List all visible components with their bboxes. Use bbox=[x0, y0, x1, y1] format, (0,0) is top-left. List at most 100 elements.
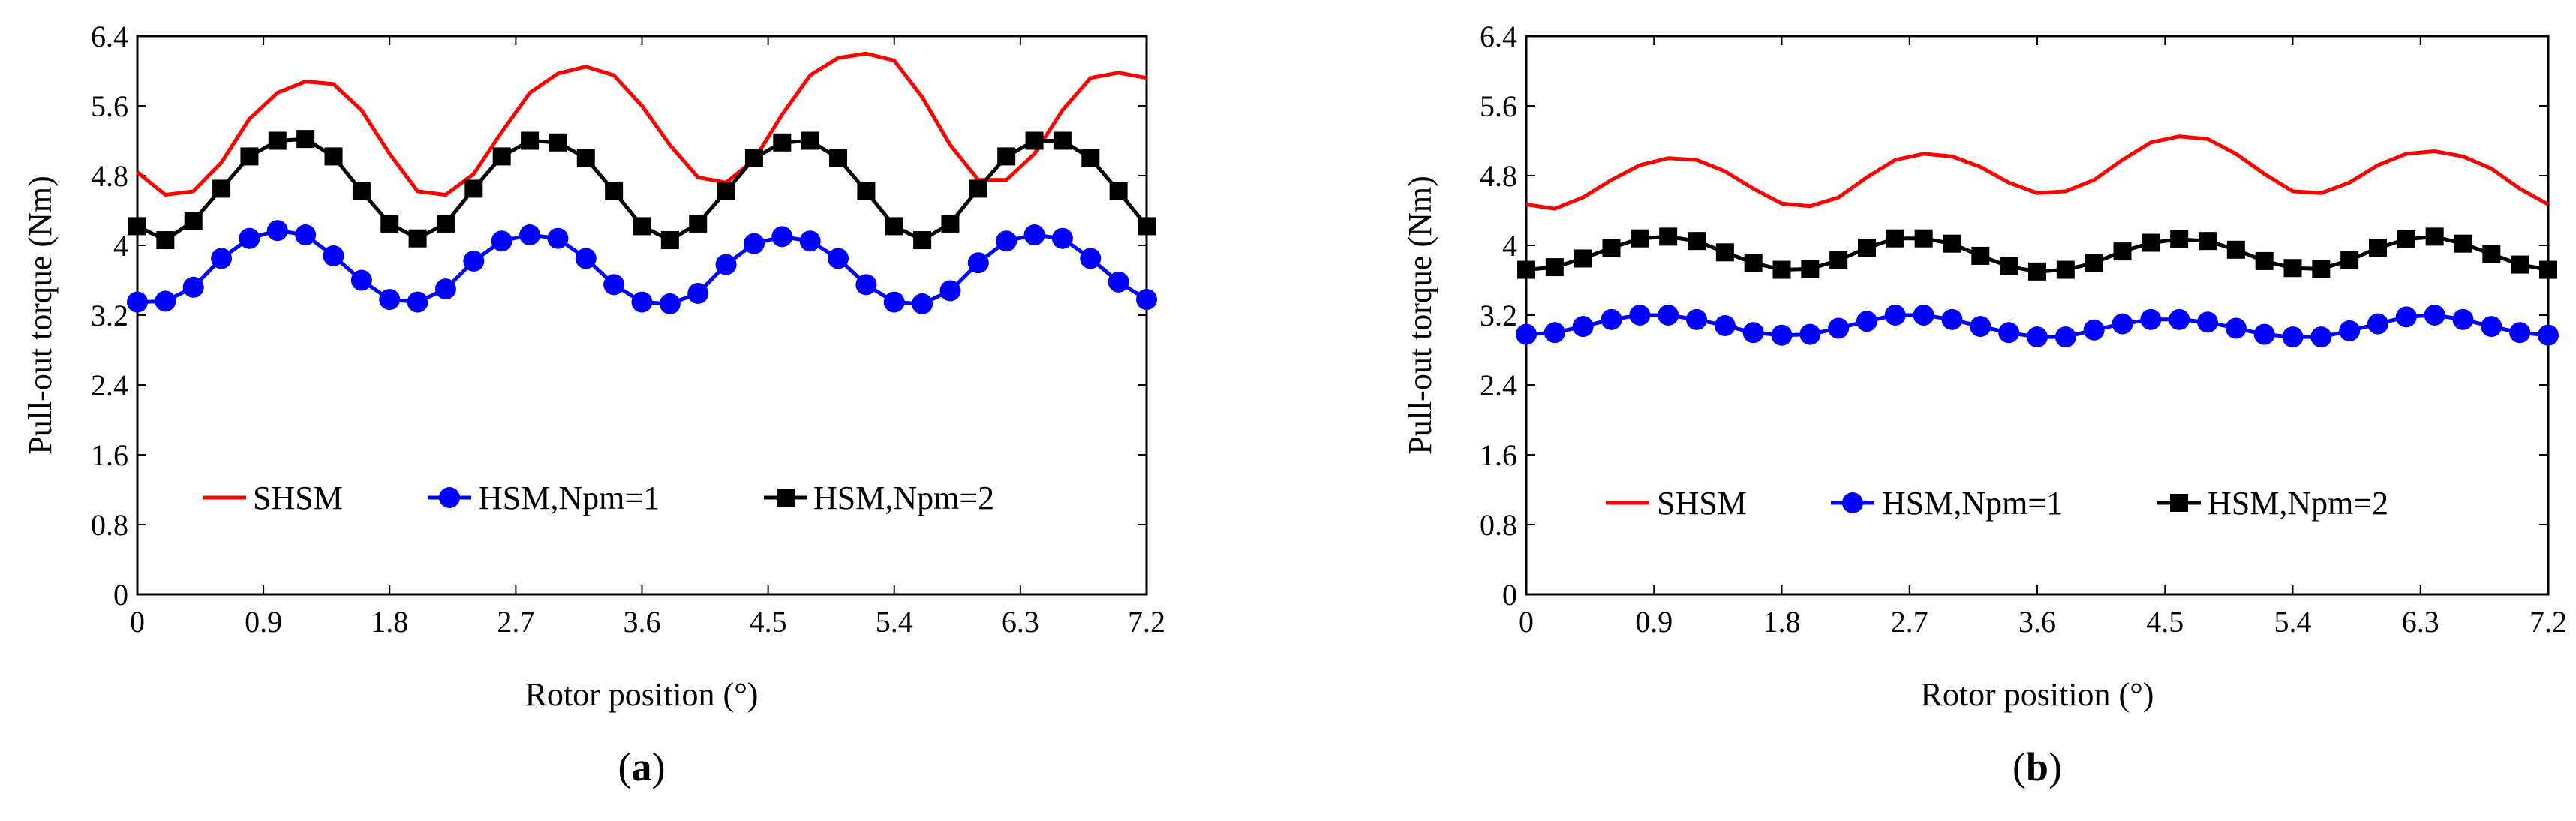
data-point bbox=[2056, 260, 2075, 279]
data-point bbox=[633, 217, 651, 236]
data-point bbox=[689, 214, 708, 233]
data-point bbox=[2511, 255, 2529, 274]
data-point bbox=[128, 217, 146, 236]
x-tick-label: 4.5 bbox=[750, 605, 787, 639]
data-point bbox=[519, 224, 541, 246]
x-tick-label: 4.5 bbox=[2146, 605, 2184, 639]
tick-labels: 0 0.8 1.6 2.4 3.2 4 4.8 5.6 6.4 0 0.9 1.8 2.7 3.6 4.5 5… bbox=[91, 20, 1165, 639]
data-point bbox=[1744, 254, 1763, 272]
data-point bbox=[828, 248, 849, 269]
data-point bbox=[379, 289, 401, 311]
data-point bbox=[1771, 324, 1793, 346]
data-point bbox=[1517, 260, 1535, 279]
legend-item: HSM,Npm=2 bbox=[764, 480, 994, 516]
y-tick-label: 4.8 bbox=[1480, 159, 1517, 193]
data-point bbox=[2199, 232, 2217, 251]
y-axis-label: Pull-out torque (Nm) bbox=[1402, 176, 1438, 455]
data-point bbox=[1799, 323, 1821, 345]
data-point bbox=[407, 291, 428, 313]
series-hsm-npm-2 bbox=[1517, 227, 2557, 281]
legend-label: HSM,Npm=1 bbox=[479, 480, 660, 516]
legend-marker bbox=[1842, 492, 1863, 513]
data-point bbox=[2083, 319, 2105, 341]
data-point bbox=[1970, 316, 1991, 338]
series-line bbox=[1525, 134, 2550, 211]
data-point bbox=[2312, 260, 2331, 278]
data-point bbox=[941, 214, 960, 233]
panel-b: 0 0.8 1.6 2.4 3.2 4 4.8 5.6 6.4 0 0.9 1.8 2.7 3.6 4.5 5… bbox=[1402, 20, 2567, 789]
legend-item: HSM,Npm=1 bbox=[428, 480, 660, 516]
y-tick-label: 3.2 bbox=[91, 299, 128, 332]
data-point bbox=[997, 147, 1016, 166]
data-point bbox=[156, 231, 175, 250]
y-tick-label: 2.4 bbox=[1480, 368, 1517, 402]
data-point bbox=[2397, 230, 2415, 248]
data-point bbox=[2142, 233, 2160, 252]
x-tick-label: 2.7 bbox=[497, 605, 534, 639]
data-point bbox=[913, 231, 932, 250]
data-point bbox=[1081, 149, 1100, 167]
data-point bbox=[1884, 305, 1906, 326]
data-point bbox=[1602, 239, 1621, 257]
series-layer bbox=[1516, 134, 2559, 348]
data-point bbox=[2140, 308, 2162, 330]
data-point bbox=[2027, 326, 2048, 348]
gridlines bbox=[1525, 35, 2549, 595]
data-point bbox=[773, 133, 792, 152]
data-point bbox=[155, 290, 176, 312]
data-point bbox=[323, 245, 344, 266]
data-point bbox=[575, 248, 597, 269]
data-point bbox=[1080, 248, 1102, 269]
data-point bbox=[883, 291, 905, 313]
y-tick-label: 5.6 bbox=[91, 89, 128, 123]
data-point bbox=[1688, 232, 1706, 251]
data-point bbox=[1025, 131, 1044, 150]
data-point bbox=[2481, 316, 2502, 338]
series-shsm bbox=[1525, 134, 2550, 211]
x-axis-label: Rotor position (°) bbox=[1921, 676, 2154, 713]
x-tick-label: 0 bbox=[1519, 605, 1534, 639]
data-point bbox=[212, 179, 231, 198]
data-point bbox=[1574, 249, 1592, 268]
data-point bbox=[184, 212, 203, 230]
data-point bbox=[744, 149, 763, 167]
data-point bbox=[1545, 258, 1564, 277]
x-tick-label: 6.3 bbox=[2402, 605, 2439, 639]
data-point bbox=[2054, 326, 2076, 348]
data-point bbox=[464, 179, 483, 198]
panel-label: (b) bbox=[2012, 744, 2062, 789]
y-tick-label: 0 bbox=[113, 578, 128, 612]
data-point bbox=[801, 131, 819, 150]
data-point bbox=[295, 224, 317, 246]
data-point bbox=[687, 282, 709, 304]
panel-label: (a) bbox=[618, 744, 666, 789]
y-tick-label: 4 bbox=[1502, 229, 1517, 263]
data-point bbox=[1601, 308, 1622, 330]
data-point bbox=[352, 182, 371, 200]
data-point bbox=[576, 149, 595, 167]
data-point bbox=[1108, 271, 1129, 293]
legend-marker bbox=[2170, 494, 2188, 512]
data-point bbox=[1714, 314, 1736, 336]
data-point bbox=[967, 252, 989, 274]
legend-label: HSM,Npm=2 bbox=[2208, 485, 2388, 522]
data-point bbox=[743, 233, 765, 254]
legend-item: HSM,Npm=2 bbox=[2157, 485, 2388, 522]
legend-label: HSM,Npm=2 bbox=[813, 480, 994, 516]
data-point bbox=[659, 293, 681, 314]
x-tick-label: 5.4 bbox=[876, 605, 913, 639]
y-tick-label: 3.2 bbox=[1480, 299, 1517, 332]
x-tick-label: 1.8 bbox=[1763, 605, 1801, 639]
data-point bbox=[1109, 182, 1128, 200]
data-point bbox=[492, 147, 511, 166]
data-point bbox=[2226, 240, 2245, 259]
data-point bbox=[408, 229, 427, 248]
data-point bbox=[2425, 227, 2444, 246]
y-tick-label: 0 bbox=[1502, 578, 1517, 612]
data-point bbox=[268, 131, 287, 150]
data-point bbox=[2424, 305, 2445, 326]
legend-marker bbox=[777, 489, 795, 507]
x-tick-label: 0.9 bbox=[1635, 605, 1673, 639]
y-tick-label: 0.8 bbox=[91, 508, 128, 542]
data-point bbox=[1856, 311, 1877, 332]
